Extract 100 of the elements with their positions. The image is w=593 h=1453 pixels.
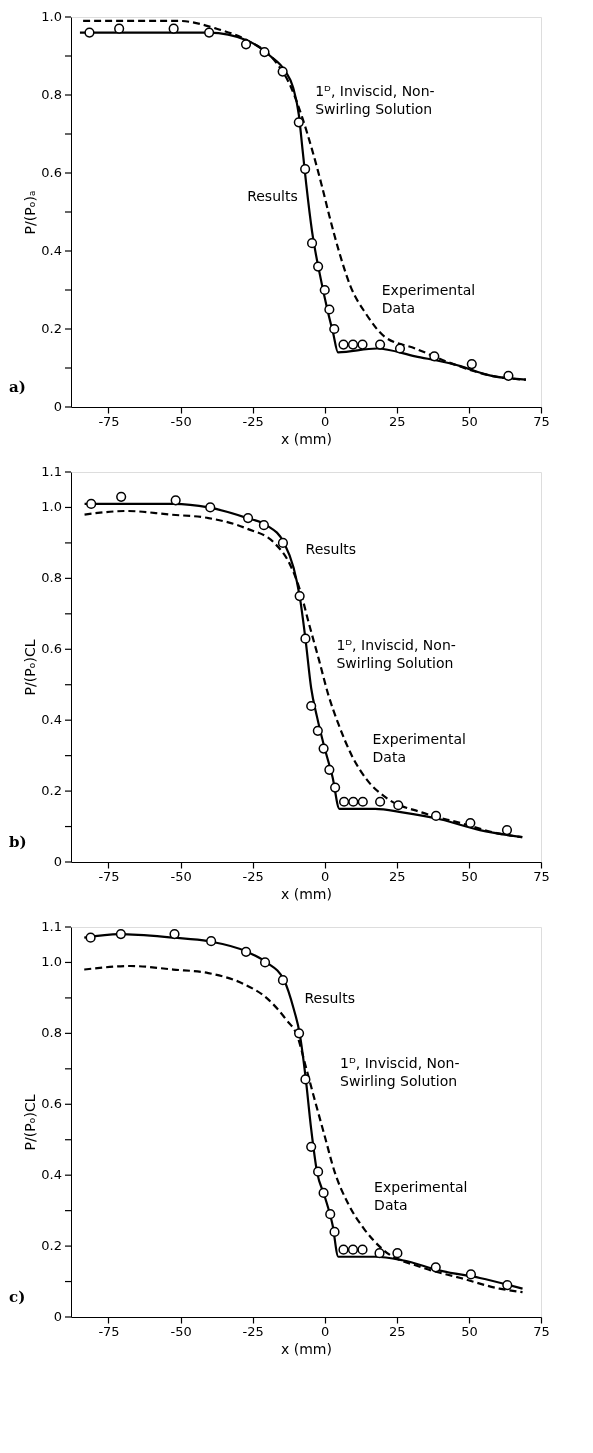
x-tick-label: 0 — [321, 868, 330, 884]
x-axis-title: x (mm) — [281, 1340, 332, 1357]
annotation: 1ᴰ, Inviscid, Non- Swirling Solution — [336, 637, 456, 672]
y-tick-label: 0.6 — [41, 165, 62, 180]
point — [392, 1248, 403, 1259]
point — [86, 498, 97, 509]
y-tick-label: 0.8 — [41, 87, 62, 102]
point — [330, 782, 341, 793]
x-tick-label: -25 — [242, 1323, 264, 1339]
point — [338, 1244, 349, 1255]
x-axis-title: x (mm) — [281, 430, 332, 447]
point — [313, 1166, 324, 1177]
point — [357, 1244, 368, 1255]
x-tick-label: -25 — [242, 413, 264, 429]
point — [318, 1187, 329, 1198]
point — [465, 817, 476, 829]
point — [357, 796, 368, 807]
point — [430, 810, 442, 821]
point — [206, 936, 217, 947]
point — [313, 261, 324, 272]
y-tick-label: 1.0 — [41, 9, 62, 24]
x-tick-label: 75 — [533, 1323, 550, 1339]
y-tick-label: 0.2 — [41, 321, 62, 336]
point — [294, 1028, 305, 1039]
point — [294, 591, 305, 602]
y-tick-label: 1.0 — [41, 499, 62, 515]
point — [347, 339, 359, 350]
point — [240, 39, 252, 50]
point — [242, 513, 254, 524]
point — [501, 825, 513, 836]
y-tick-label: 0.8 — [41, 570, 62, 586]
point — [300, 1074, 311, 1085]
text: a) — [9, 378, 26, 396]
x-tick-label: 50 — [461, 1323, 478, 1339]
point — [325, 1209, 336, 1220]
point — [240, 946, 252, 957]
y-axis-title: P/(Pₒ)CL — [21, 639, 38, 696]
point — [205, 502, 216, 513]
y-axis-title: P/(Pₒ)CL — [21, 1094, 38, 1151]
point — [306, 1141, 317, 1152]
x-tick-label: -25 — [242, 868, 264, 884]
y-tick-label: 0.4 — [41, 1167, 62, 1183]
x-tick-label: 25 — [389, 413, 406, 429]
point — [329, 1226, 340, 1237]
annotation: Experimental Data — [381, 281, 476, 316]
point — [502, 1280, 513, 1291]
y-axis-title: P/(Pₒ)ₐ — [21, 190, 38, 235]
point — [318, 743, 329, 754]
point — [375, 796, 386, 807]
point — [306, 238, 318, 249]
point — [338, 339, 349, 350]
y-tick-label: 0.8 — [41, 1025, 62, 1041]
annotation: Experimental Data — [372, 731, 466, 766]
point — [115, 929, 126, 940]
point — [170, 495, 181, 506]
y-tick-label: 0.6 — [41, 1096, 62, 1112]
x-tick-label: 50 — [461, 413, 478, 429]
annotation: 1ᴰ, Inviscid, Non- Swirling Solution — [340, 1055, 460, 1090]
text: b) — [9, 833, 27, 851]
point — [204, 27, 215, 38]
y-tick-label: 0.4 — [41, 712, 62, 728]
point — [169, 929, 180, 940]
point — [375, 339, 386, 350]
point — [168, 23, 179, 34]
y-tick-label: 0 — [53, 399, 62, 414]
point — [277, 975, 289, 986]
point — [85, 932, 96, 943]
point — [116, 491, 127, 502]
x-tick-label: 75 — [533, 868, 550, 884]
x-tick-label: 75 — [533, 413, 550, 429]
point — [277, 537, 289, 548]
point — [394, 343, 406, 354]
point — [503, 370, 514, 381]
point — [347, 1244, 359, 1255]
y-tick-label: 0.6 — [41, 641, 62, 657]
annotation: Experimental Data — [374, 1179, 468, 1214]
x-tick-label: -75 — [98, 868, 120, 884]
point — [300, 164, 311, 175]
point — [374, 1248, 385, 1259]
annotation: Results — [247, 187, 298, 204]
point — [429, 351, 440, 362]
annotation: Results — [305, 541, 357, 558]
y-tick-label: 0 — [53, 854, 62, 869]
x-tick-label: 25 — [389, 1323, 406, 1339]
x-tick-label: -75 — [98, 1323, 120, 1339]
x-tick-label: 50 — [461, 868, 478, 884]
x-tick-label: 0 — [321, 1323, 330, 1339]
y-tick-label: 1.1 — [41, 919, 62, 934]
x-tick-label: 25 — [389, 868, 406, 884]
point — [324, 304, 335, 315]
point — [293, 117, 304, 128]
point — [348, 796, 359, 807]
y-tick-label: 0 — [53, 1309, 62, 1324]
point — [306, 700, 317, 712]
point — [300, 633, 311, 644]
y-tick-label: 0.2 — [41, 783, 62, 799]
x-axis-title: x (mm) — [281, 885, 332, 902]
x-tick-label: -50 — [170, 868, 192, 884]
x-tick-label: -75 — [98, 413, 120, 429]
point — [258, 520, 269, 531]
